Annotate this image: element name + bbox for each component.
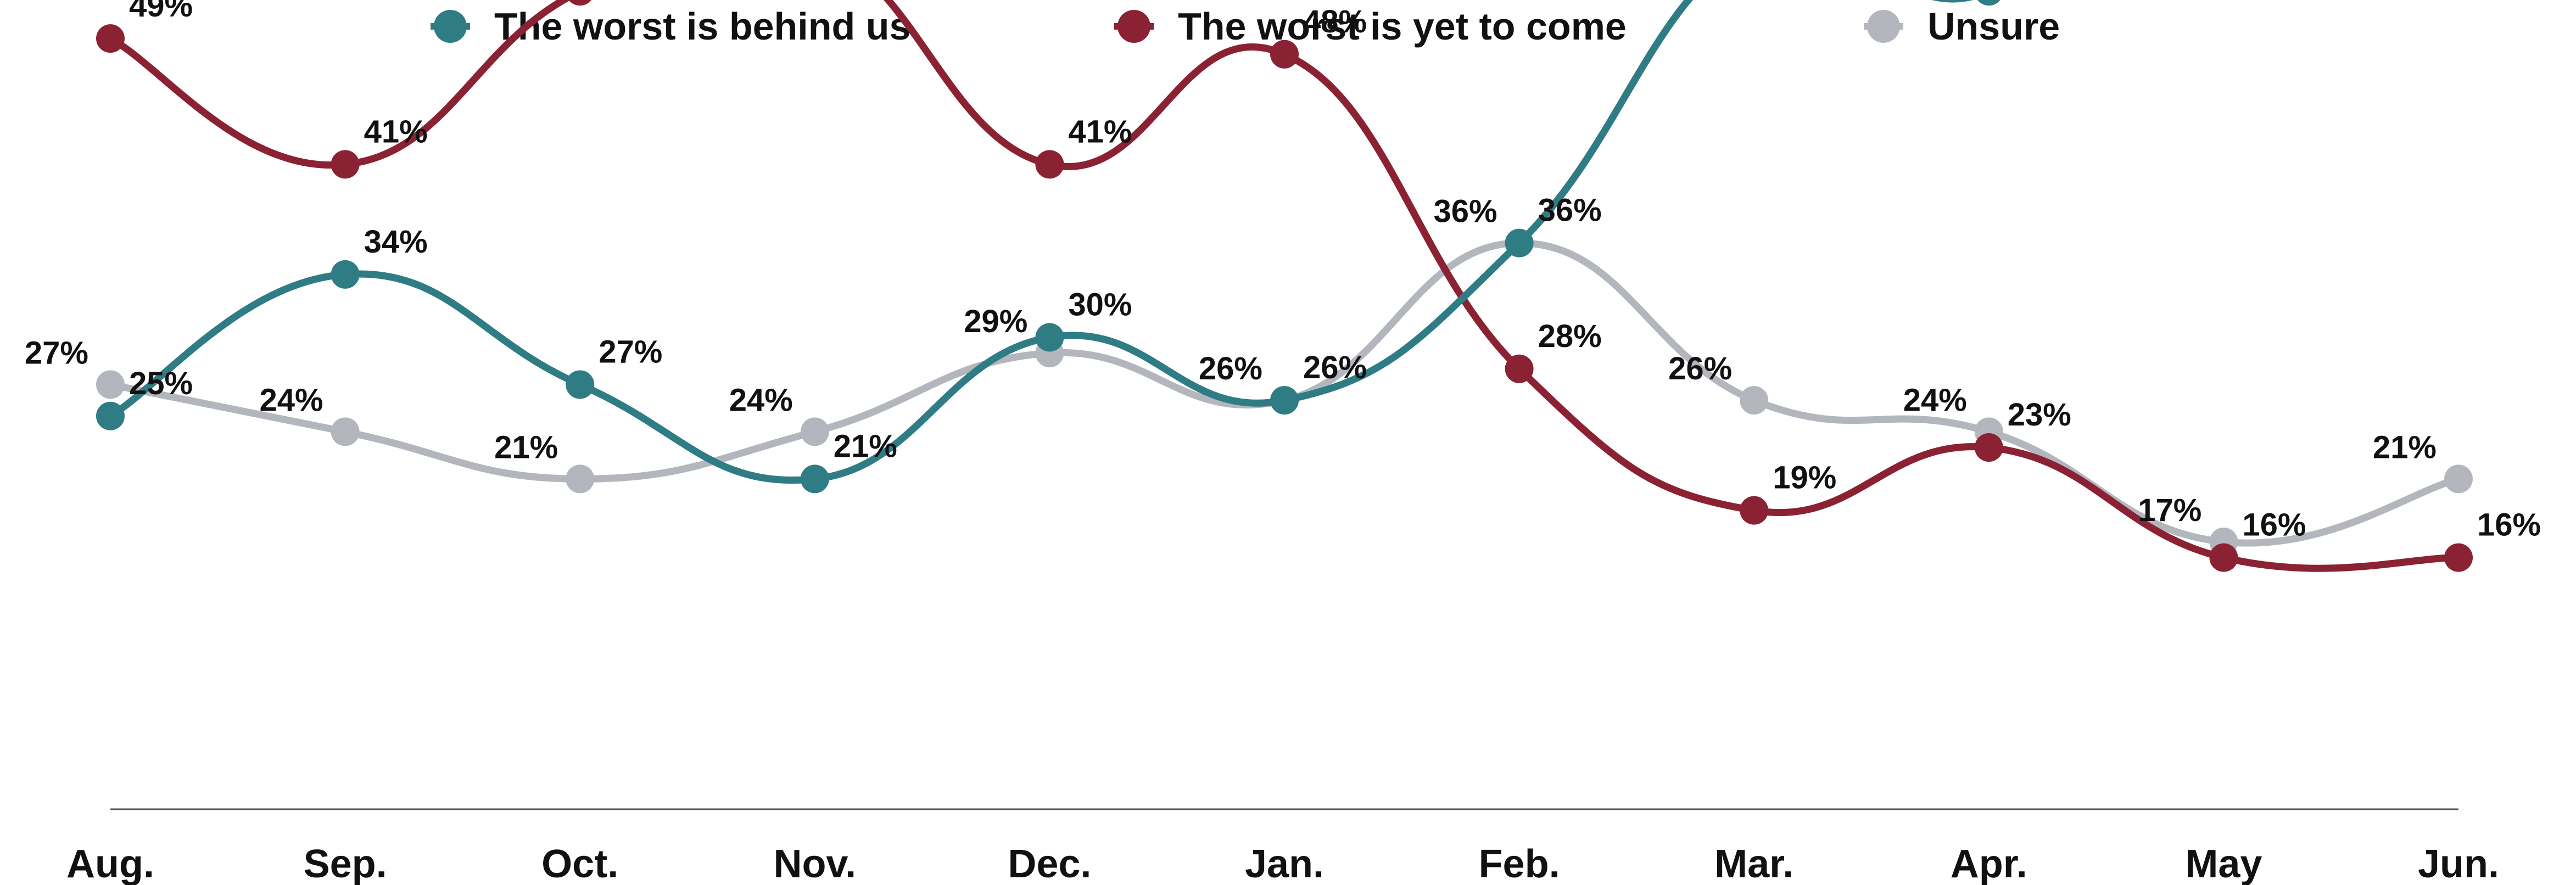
legend-item-the-worst-is-behind-us: The worst is behind us (431, 5, 910, 48)
data-point (1035, 150, 1064, 179)
data-label: 21% (834, 428, 897, 464)
x-tick-label: Apr. (1951, 842, 2027, 885)
data-point (566, 464, 595, 494)
series-layer (96, 0, 2473, 572)
data-label: 30% (1068, 287, 1132, 323)
series-line (107, 239, 2462, 547)
data-point (96, 401, 125, 430)
data-label: 16% (2242, 507, 2306, 543)
data-label: 34% (364, 224, 428, 260)
data-point (1035, 323, 1064, 352)
legend-swatch-marker (1117, 10, 1150, 43)
x-tick-label: Sep. (304, 842, 387, 885)
legend-label: Unsure (1927, 5, 2060, 48)
data-label: 17% (2138, 492, 2201, 528)
legend-label: The worst is behind us (494, 5, 910, 48)
data-label: 23% (2008, 397, 2071, 433)
data-point (1974, 433, 2003, 462)
data-point (96, 24, 125, 53)
series-line (107, 0, 2462, 572)
legend: The worst is behind us The worst is yet t… (431, 5, 2060, 48)
data-point (331, 150, 360, 179)
data-label: 16% (2477, 507, 2541, 543)
data-label: 24% (260, 382, 323, 418)
data-point (568, 0, 591, 6)
data-label: 24% (729, 382, 793, 418)
data-point (1740, 386, 1769, 415)
data-label: 41% (1068, 114, 1132, 149)
data-label: 49% (129, 0, 193, 24)
x-tick-label: May (2185, 842, 2262, 885)
data-point (1505, 354, 1534, 383)
legend-item-unsure: Unsure (1864, 5, 2060, 48)
data-label: 19% (1773, 460, 1836, 496)
data-label: 36% (1538, 193, 1602, 228)
x-axis: Aug. Sep. Oct. Nov. Dec. Jan. Feb. Mar. Apr. May J… (66, 808, 2499, 885)
x-tick-label: Oct. (541, 842, 618, 885)
data-label: 26% (1303, 350, 1367, 385)
data-label: 48% (1303, 4, 1367, 40)
data-label: 28% (1538, 318, 1602, 354)
data-point (1977, 0, 2001, 6)
data-point (331, 417, 360, 446)
data-point (800, 464, 829, 494)
data-label: 21% (2373, 429, 2437, 465)
data-point (2209, 543, 2238, 572)
legend-label: The worst is yet to come (1178, 5, 1627, 48)
data-label: 26% (1668, 351, 1732, 387)
data-label: 21% (494, 429, 558, 465)
x-tick-label: Dec. (1008, 842, 1091, 885)
data-label: 27% (599, 334, 662, 369)
x-tick-label: Jun. (2418, 842, 2499, 885)
data-label: 27% (25, 335, 88, 371)
data-label: 29% (964, 304, 1027, 339)
x-tick-label: Nov. (773, 842, 856, 885)
x-tick-label: Aug. (66, 842, 154, 885)
data-label: 24% (1903, 382, 1967, 418)
data-labels: 25%34%27%21%30%26%36%55%52%67%63%49%41%5… (25, 0, 2541, 543)
data-label: 26% (1199, 351, 1262, 387)
x-tick-label: Mar. (1714, 842, 1793, 885)
data-label: 41% (364, 114, 428, 149)
data-point (1505, 228, 1534, 257)
data-point (566, 370, 595, 399)
data-point (331, 260, 360, 289)
data-point (2444, 464, 2473, 494)
legend-swatch-marker (434, 10, 467, 43)
data-point (800, 417, 829, 446)
x-tick-label: Feb. (1479, 842, 1560, 885)
data-point (1270, 40, 1299, 69)
legend-swatch-marker (1867, 10, 1900, 43)
data-point (1740, 496, 1769, 525)
data-point (2444, 543, 2473, 572)
data-label: 36% (1434, 194, 1497, 229)
series-the-worst-is-behind-us (96, 0, 2001, 494)
data-point (96, 370, 125, 399)
legend-item-the-worst-is-yet-to-come: The worst is yet to come (1114, 5, 1627, 48)
series-line (107, 0, 1973, 484)
series-the-worst-is-yet-to-come (96, 0, 2473, 572)
x-tick-label: Jan. (1245, 842, 1324, 885)
data-point (1270, 386, 1299, 415)
data-label: 25% (129, 366, 193, 401)
